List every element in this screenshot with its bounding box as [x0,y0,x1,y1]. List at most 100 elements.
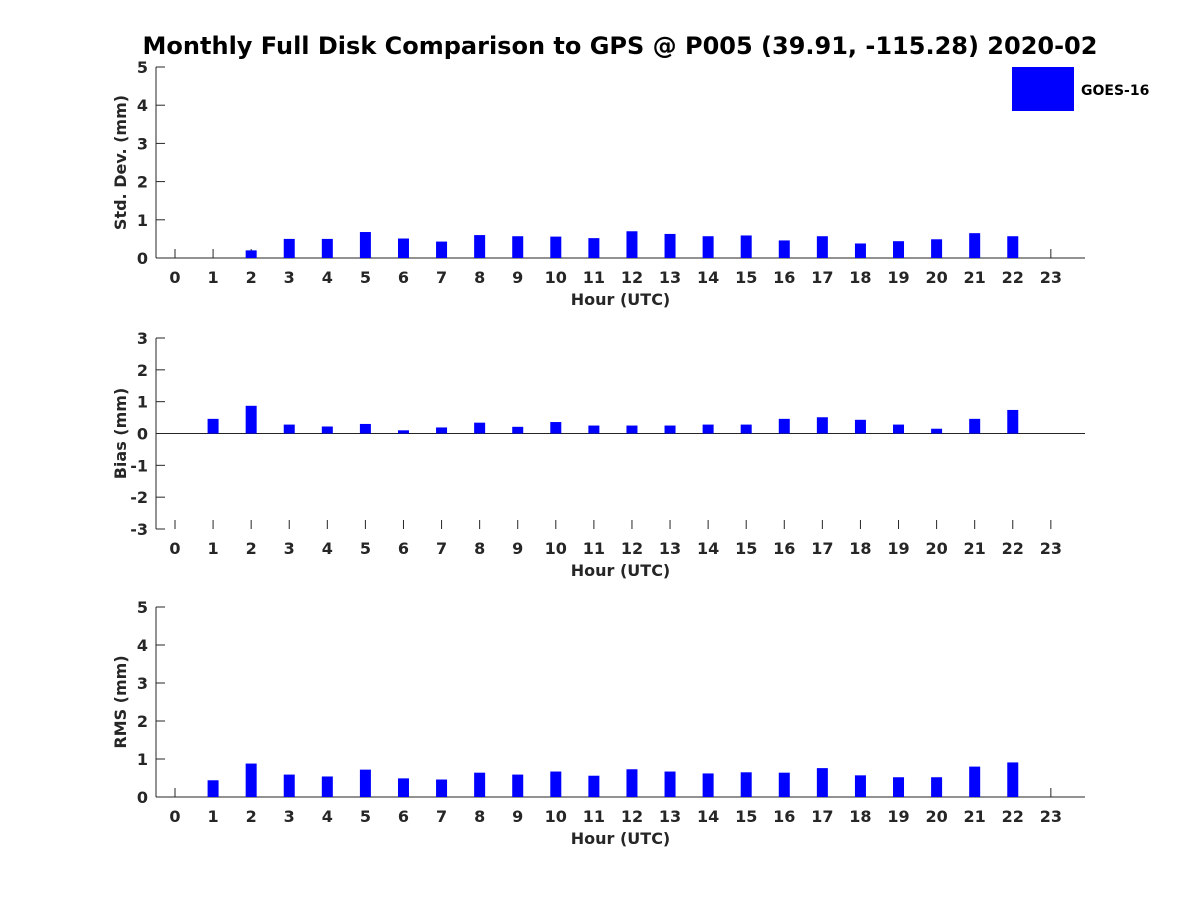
x-tick-label: 6 [398,268,409,287]
x-tick-label: 9 [512,807,523,826]
bar-hour-4 [321,776,333,797]
x-tick-label: 6 [398,807,409,826]
x-tick-label: 21 [964,807,986,826]
legend-swatch [1012,67,1074,111]
x-tick-label: 5 [360,807,371,826]
x-tick-label: 5 [360,268,371,287]
x-tick-label: 19 [887,539,909,558]
x-tick-label: 10 [545,539,567,558]
bar-hour-21 [969,766,981,797]
x-tick-label: 10 [545,807,567,826]
x-tick-label: 22 [1002,268,1024,287]
bar-hour-12 [626,769,638,797]
x-tick-label: 20 [925,268,947,287]
bar-hour-10 [550,422,562,434]
x-tick-label: 22 [1002,539,1024,558]
x-tick-label: 4 [322,807,333,826]
y-tick-label: 1 [137,211,148,230]
bar-hour-5 [359,423,371,434]
bar-hour-10 [550,771,562,797]
x-axis-label: Hour (UTC) [571,290,671,309]
x-tick-label: 22 [1002,807,1024,826]
bar-hour-9 [512,426,524,434]
bar-hour-3 [283,774,295,797]
x-tick-label: 14 [697,807,719,826]
figure-title: Monthly Full Disk Comparison to GPS @ P0… [143,32,1098,60]
y-tick-label: -2 [130,488,148,507]
x-tick-label: 2 [246,807,257,826]
bar-hour-11 [588,775,600,797]
x-tick-label: 23 [1040,539,1062,558]
x-axis-label: Hour (UTC) [571,561,671,580]
bar-hour-9 [512,774,524,797]
x-tick-label: 9 [512,539,523,558]
bar-hour-14 [702,236,714,258]
x-tick-label: 5 [360,539,371,558]
y-tick-label: 5 [137,58,148,77]
x-tick-label: 14 [697,268,719,287]
bar-hour-15 [740,772,752,797]
bar-hour-18 [854,419,866,434]
x-tick-label: 15 [735,539,757,558]
x-tick-label: 12 [621,807,643,826]
x-tick-label: 8 [474,268,485,287]
x-tick-label: 19 [887,268,909,287]
bar-hour-11 [588,425,600,434]
y-axis-label: Bias (mm) [111,388,130,480]
x-tick-label: 12 [621,539,643,558]
x-tick-label: 2 [246,539,257,558]
x-tick-label: 3 [284,268,295,287]
x-tick-label: 0 [169,807,180,826]
legend-label: GOES-16 [1081,83,1149,99]
x-tick-label: 3 [284,807,295,826]
bar-hour-18 [854,775,866,797]
bar-hour-8 [474,235,486,258]
bar-hour-20 [931,777,943,797]
bar-hour-20 [931,428,943,434]
x-tick-label: 13 [659,807,681,826]
y-tick-label: 3 [137,674,148,693]
x-tick-label: 11 [583,539,605,558]
bar-hour-2 [245,763,257,797]
bar-hour-7 [436,241,448,258]
x-tick-label: 1 [208,539,219,558]
x-tick-label: 11 [583,268,605,287]
bar-hour-16 [778,418,790,434]
bar-hour-5 [359,769,371,797]
bar-hour-12 [626,425,638,434]
x-tick-label: 0 [169,268,180,287]
y-tick-label: 1 [137,393,148,412]
bar-hour-13 [664,233,676,258]
bar-hour-1 [207,418,219,434]
x-tick-label: 3 [284,539,295,558]
x-tick-label: 8 [474,539,485,558]
bar-hour-9 [512,236,524,258]
bar-hour-2 [245,405,257,434]
x-tick-label: 13 [659,268,681,287]
x-tick-label: 12 [621,268,643,287]
bar-hour-21 [969,233,981,258]
y-tick-label: 3 [137,329,148,348]
y-tick-label: 0 [137,249,148,268]
x-tick-label: 4 [322,539,333,558]
bar-hour-19 [893,424,905,434]
bar-hour-17 [816,236,828,258]
y-tick-label: 2 [137,173,148,192]
x-tick-label: 18 [849,268,871,287]
bar-hour-2 [245,250,257,258]
x-tick-label: 16 [773,807,795,826]
x-tick-label: 21 [964,539,986,558]
x-tick-label: 10 [545,268,567,287]
x-tick-label: 17 [811,807,833,826]
bar-hour-16 [778,240,790,258]
bar-hour-17 [816,417,828,434]
bar-hour-6 [397,238,409,258]
y-tick-label: 5 [137,598,148,617]
bar-hour-3 [283,238,295,258]
x-tick-label: 15 [735,807,757,826]
bar-hour-7 [436,779,448,797]
bar-hour-15 [740,235,752,258]
x-tick-label: 15 [735,268,757,287]
x-tick-label: 17 [811,539,833,558]
